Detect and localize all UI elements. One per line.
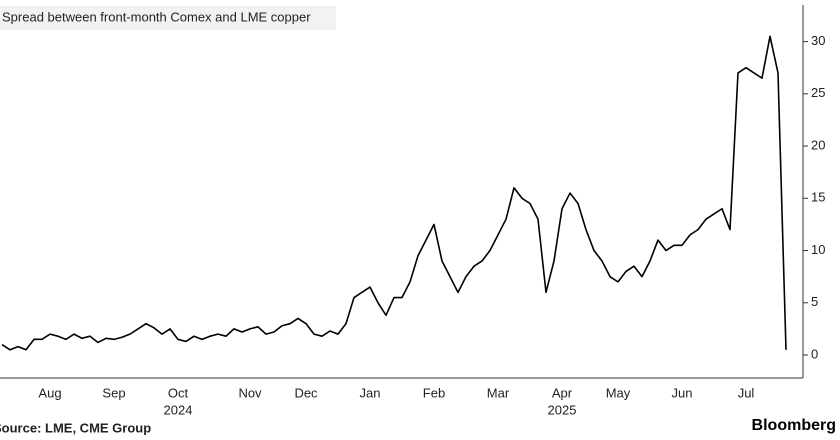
- y-tick-label: 10: [811, 242, 825, 257]
- x-tick-label: Nov: [238, 385, 262, 400]
- x-tick-label: Jan: [360, 385, 381, 400]
- x-tick-label: Aug: [38, 385, 61, 400]
- x-tick-label: Apr: [552, 385, 573, 400]
- source: Source: LME, CME Group: [0, 420, 151, 435]
- year-label: 2024: [164, 402, 193, 417]
- title-box: [0, 6, 336, 30]
- x-tick-label: Mar: [487, 385, 510, 400]
- y-tick-label: 20: [811, 137, 825, 152]
- y-tick-label: 15: [811, 190, 825, 205]
- brand: Bloomberg: [752, 417, 836, 434]
- y-tick-label: 5: [811, 294, 818, 309]
- x-tick-label: Jul: [738, 385, 755, 400]
- x-tick-label: Dec: [294, 385, 318, 400]
- x-tick-label: May: [606, 385, 631, 400]
- x-tick-label: Jun: [672, 385, 693, 400]
- y-tick-label: 25: [811, 85, 825, 100]
- y-tick-label: 30: [811, 33, 825, 48]
- x-tick-label: Feb: [423, 385, 445, 400]
- x-tick-label: Oct: [168, 385, 189, 400]
- x-tick-label: Sep: [102, 385, 125, 400]
- chart-title: Spread between front-month Comex and LME…: [2, 9, 311, 24]
- y-tick-label: 0: [811, 346, 818, 361]
- year-label: 2025: [548, 402, 577, 417]
- line: [1, 35, 787, 351]
